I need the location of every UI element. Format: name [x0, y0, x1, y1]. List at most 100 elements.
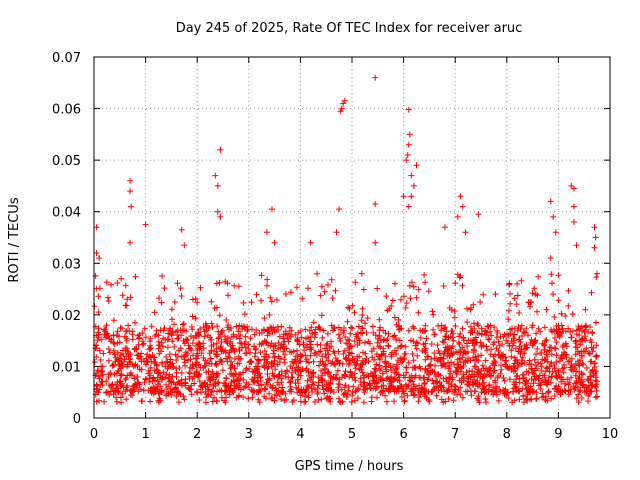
data-point	[265, 327, 272, 334]
data-point	[100, 350, 107, 357]
data-point	[405, 203, 412, 210]
data-point	[233, 323, 240, 330]
data-point	[433, 383, 440, 390]
data-point	[186, 369, 193, 376]
data-point	[593, 381, 600, 388]
data-point	[324, 330, 331, 337]
data-point	[114, 328, 121, 335]
data-point	[411, 374, 418, 381]
data-point	[493, 345, 500, 352]
data-point	[482, 388, 489, 394]
data-point	[530, 380, 537, 387]
data-point	[410, 182, 417, 189]
data-point	[275, 373, 282, 380]
data-point	[319, 376, 326, 383]
data-point	[347, 343, 354, 349]
data-point	[438, 354, 444, 361]
data-point	[555, 322, 562, 329]
data-point	[376, 316, 383, 323]
data-point	[568, 374, 575, 381]
data-point	[124, 296, 131, 303]
data-point	[279, 384, 286, 391]
data-point	[281, 356, 288, 363]
data-point	[576, 332, 583, 339]
data-point	[286, 348, 293, 355]
data-point	[322, 361, 329, 368]
data-point	[133, 345, 140, 352]
data-point	[156, 388, 163, 395]
data-point	[163, 391, 170, 397]
data-point	[119, 292, 126, 299]
data-point	[136, 335, 142, 342]
data-point	[337, 338, 344, 344]
data-point	[421, 380, 428, 386]
data-point	[261, 348, 268, 354]
data-point	[319, 353, 326, 360]
x-tick-label: 0	[90, 427, 98, 442]
data-point	[117, 372, 124, 379]
y-axis-title: ROTI / TECUs	[7, 197, 22, 282]
data-point	[425, 376, 432, 382]
x-tick-label: 10	[602, 427, 619, 442]
data-point	[188, 391, 195, 398]
data-point	[346, 373, 353, 380]
data-point	[282, 390, 289, 397]
data-point	[115, 389, 122, 396]
data-point	[169, 360, 176, 367]
data-point	[538, 367, 545, 374]
data-point	[362, 350, 369, 357]
data-point	[340, 350, 347, 357]
data-point	[159, 273, 165, 279]
data-point	[212, 172, 219, 179]
data-point	[318, 367, 324, 374]
data-point	[457, 368, 464, 375]
data-point	[127, 371, 133, 378]
data-point	[537, 328, 544, 335]
data-point	[199, 382, 206, 389]
data-point	[255, 377, 261, 384]
data-point	[96, 285, 103, 292]
data-point	[483, 372, 490, 379]
data-point	[169, 338, 176, 345]
data-point	[314, 341, 321, 348]
data-point	[182, 352, 189, 359]
data-point	[274, 297, 280, 303]
data-point	[528, 361, 535, 368]
data-point	[534, 292, 541, 299]
data-point	[113, 398, 120, 405]
data-point	[223, 387, 230, 394]
data-point	[302, 335, 309, 342]
data-point	[496, 342, 503, 349]
data-point	[254, 363, 261, 370]
data-point	[388, 353, 395, 360]
data-point	[382, 353, 389, 360]
data-point	[588, 382, 595, 389]
data-point	[393, 351, 400, 357]
data-point	[139, 330, 146, 337]
data-point	[491, 367, 498, 374]
data-point	[118, 351, 124, 358]
data-point	[180, 320, 187, 327]
data-point	[258, 297, 265, 304]
data-point	[105, 346, 112, 352]
data-point	[524, 395, 530, 402]
data-point	[112, 358, 119, 365]
data-point	[591, 244, 598, 251]
data-point	[424, 368, 431, 374]
data-point	[423, 335, 430, 342]
data-point	[486, 382, 492, 389]
data-point	[231, 365, 238, 372]
data-point	[243, 350, 250, 357]
data-point	[106, 349, 113, 356]
data-point	[507, 300, 514, 307]
data-point	[354, 387, 360, 394]
data-point	[351, 309, 358, 316]
data-point	[494, 383, 500, 390]
data-point	[293, 353, 299, 360]
data-point	[541, 346, 548, 353]
data-point	[398, 394, 405, 400]
data-point	[404, 392, 411, 399]
data-point	[368, 394, 375, 401]
data-point	[169, 373, 176, 380]
data-point	[200, 324, 207, 331]
